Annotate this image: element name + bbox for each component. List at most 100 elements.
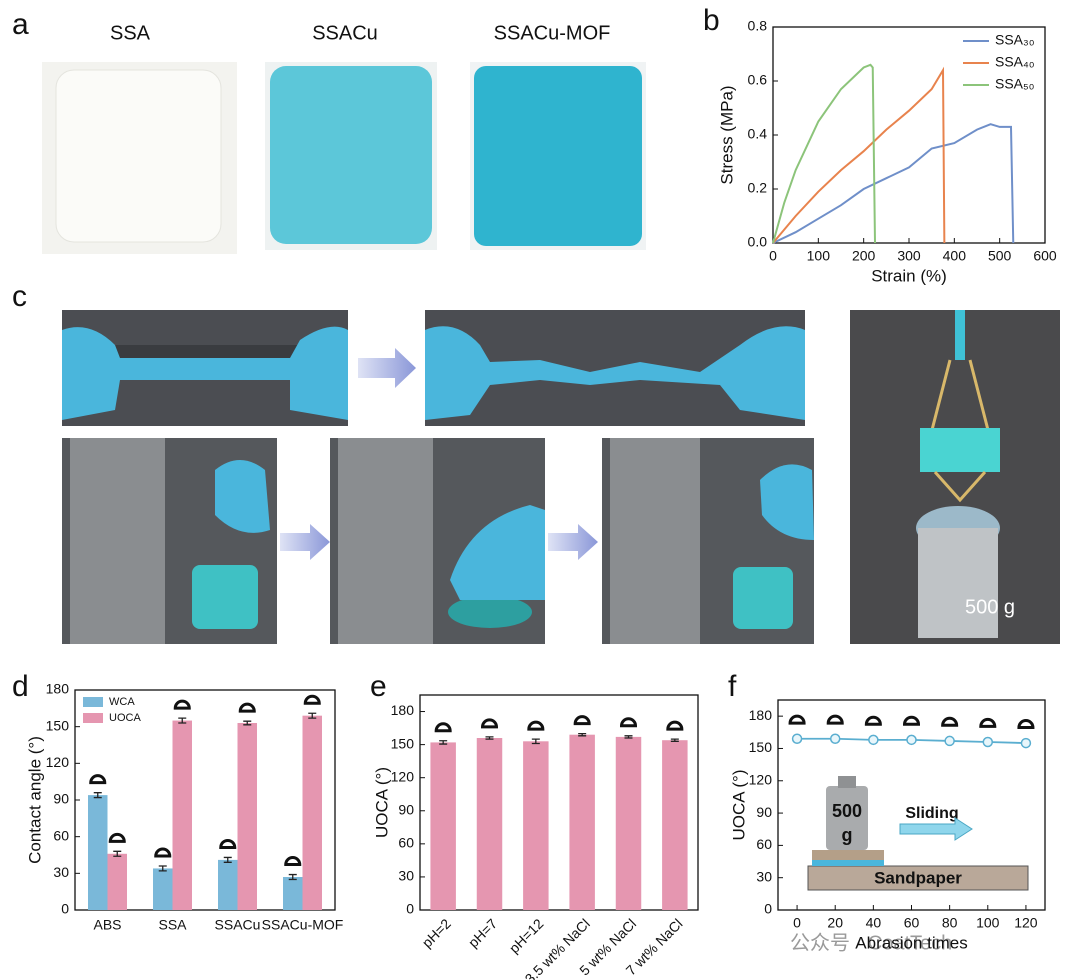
bar xyxy=(218,859,238,910)
droplet-icon xyxy=(219,838,237,849)
series-line xyxy=(772,63,876,244)
y-tick-label: 0.2 xyxy=(748,180,768,196)
gel-cylinder xyxy=(733,567,793,629)
y-tick-label: 0 xyxy=(61,901,69,917)
weight-label: 500 g xyxy=(965,596,1015,618)
droplet-icon xyxy=(826,714,844,725)
droplet-icon xyxy=(173,699,191,710)
hydrogel xyxy=(55,69,222,243)
x-tick-label: 600 xyxy=(1033,248,1057,264)
droplet-icon xyxy=(434,722,452,733)
arrow xyxy=(358,348,416,388)
droplet-icon xyxy=(284,856,302,867)
droplet-icon xyxy=(573,715,591,726)
x-axis-label: Abrasion times xyxy=(855,933,967,952)
bar xyxy=(430,742,456,910)
bar xyxy=(523,741,549,910)
x-tick-label: pH=7 xyxy=(465,915,500,950)
error-bar xyxy=(288,873,297,881)
panel-label: c xyxy=(12,280,27,313)
y-axis-label: UOCA (°) xyxy=(729,769,748,840)
error-bar xyxy=(178,717,187,724)
ruler xyxy=(338,438,433,644)
sliding-label: Sliding xyxy=(905,805,958,822)
weight-unit: g xyxy=(842,825,853,845)
error-bar xyxy=(93,792,102,799)
marker xyxy=(982,736,994,748)
compressed-gel xyxy=(448,596,532,628)
series-line xyxy=(772,66,946,244)
error-bar xyxy=(243,720,252,726)
ruler xyxy=(70,438,165,644)
panel-label: b xyxy=(703,4,720,37)
y-tick-label: 150 xyxy=(749,739,773,755)
x-tick-label: 40 xyxy=(866,915,882,931)
y-tick-label: 60 xyxy=(53,827,69,843)
error-bar xyxy=(439,740,448,745)
bar xyxy=(476,738,503,910)
y-tick-label: 0 xyxy=(764,901,772,917)
droplet-icon xyxy=(1017,718,1035,729)
x-tick-label: 100 xyxy=(976,915,1000,931)
bar xyxy=(569,734,595,910)
legend-label: UOCA xyxy=(109,712,141,724)
bar xyxy=(237,723,257,910)
watermark: 公众号 · CoatTech xyxy=(790,931,952,954)
stretched-gel xyxy=(425,326,805,420)
series-line xyxy=(772,123,1015,244)
y-tick-label: 180 xyxy=(749,707,773,723)
gel-cylinder xyxy=(192,565,258,629)
droplet-icon xyxy=(902,715,921,726)
ruler xyxy=(610,438,700,644)
hydrogel xyxy=(270,66,432,244)
glove xyxy=(760,464,814,540)
bar xyxy=(302,715,322,910)
droplet-icon xyxy=(480,718,499,729)
x-tick-label: 200 xyxy=(852,248,876,264)
y-axis-label: Contact angle (°) xyxy=(25,736,44,864)
y-tick-label: 0.4 xyxy=(748,126,768,142)
sandpaper-label: Sandpaper xyxy=(874,868,962,887)
gel-strip xyxy=(955,310,965,360)
error-bar xyxy=(578,732,587,737)
error-bar xyxy=(624,735,633,739)
x-tick-label: 60 xyxy=(904,915,920,931)
droplet-icon xyxy=(864,715,882,726)
y-axis-label: Stress (MPa) xyxy=(717,85,736,184)
y-tick-label: 180 xyxy=(391,702,415,718)
x-tick-label: pH=2 xyxy=(419,915,454,950)
photo-caption: SSACu xyxy=(312,22,378,44)
x-tick-label: 100 xyxy=(807,248,831,264)
bar xyxy=(172,720,192,910)
error-bar xyxy=(670,738,679,742)
panel-label: a xyxy=(12,8,29,41)
bar xyxy=(615,736,642,910)
panel-label: e xyxy=(370,670,387,703)
x-tick-label: 80 xyxy=(942,915,958,931)
x-tick-label: 400 xyxy=(943,248,967,264)
y-tick-label: 120 xyxy=(749,771,773,787)
weight-value: 500 xyxy=(832,801,862,821)
marker xyxy=(906,734,917,746)
y-tick-label: 150 xyxy=(46,717,70,733)
y-tick-label: 180 xyxy=(46,681,70,697)
x-tick-label: 120 xyxy=(1014,915,1038,931)
y-tick-label: 30 xyxy=(398,868,414,884)
y-tick-label: 0 xyxy=(406,901,414,917)
x-tick-label: SSA xyxy=(158,917,187,933)
marker xyxy=(829,733,841,745)
panel-label: f xyxy=(728,670,737,703)
legend-label: SSA₃₀ xyxy=(995,32,1035,48)
y-tick-label: 90 xyxy=(53,791,69,807)
bar xyxy=(88,795,108,910)
legend-label: WCA xyxy=(109,696,135,708)
error-bar xyxy=(531,738,540,745)
x-tick-label: 500 xyxy=(988,248,1012,264)
arrow xyxy=(899,817,973,841)
marker xyxy=(868,734,879,746)
weight-icon xyxy=(826,786,868,850)
weight-icon-top xyxy=(838,776,856,788)
legend-swatch xyxy=(83,713,103,723)
plot-frame xyxy=(419,694,699,911)
sample xyxy=(812,860,884,866)
